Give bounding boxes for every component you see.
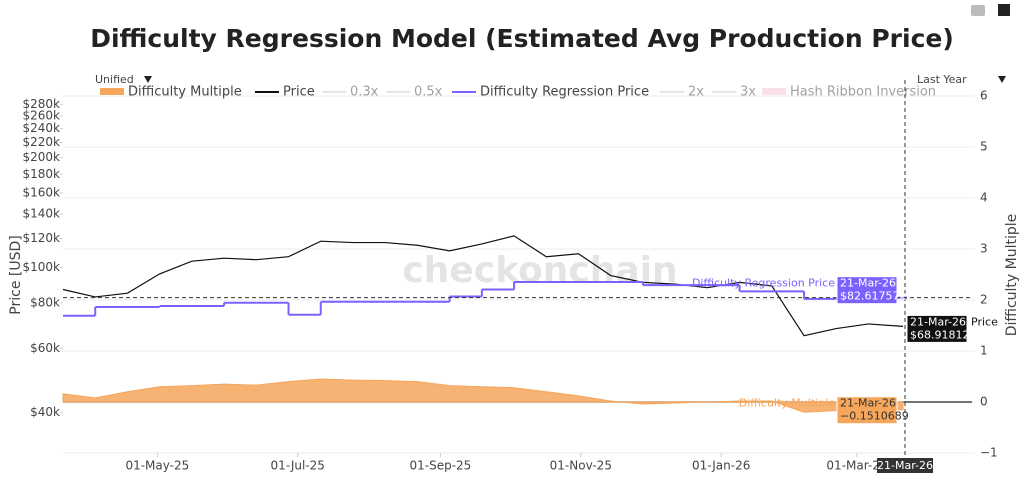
x-tick-label: 01-Jul-25 — [271, 459, 325, 473]
price-line — [62, 235, 904, 337]
y-tick-label: $200k — [23, 150, 61, 164]
hover-series-name: Difficulty Multiple — [739, 397, 835, 410]
hover-box — [836, 276, 898, 305]
hover-x-label: 21-Mar-26 — [877, 459, 933, 472]
hover-x-box — [877, 458, 933, 473]
hovermode-dropdown[interactable]: Unified — [95, 73, 152, 86]
hover-date: 21-Mar-26 — [910, 315, 966, 328]
legend-swatch — [100, 88, 124, 95]
chart-title: Difficulty Regression Model (Estimated A… — [90, 24, 954, 53]
legend-item[interactable]: Price — [255, 85, 315, 100]
x-tick-label: 01-May-25 — [125, 459, 189, 473]
dropdown-label[interactable]: Unified — [95, 73, 134, 86]
hover-value: $68.91812k — [910, 328, 976, 341]
legend-item[interactable]: 0.3x — [322, 85, 379, 100]
hover-value: $82.61757k — [840, 290, 906, 303]
hover-date: 21-Mar-26 — [840, 277, 896, 290]
legend-item[interactable]: 3x — [712, 85, 756, 100]
dropdown-arrow[interactable] — [998, 76, 1006, 83]
y2-axis-label: Difficulty Multiple — [1004, 214, 1020, 337]
y-axis-label: Price [USD] — [8, 235, 24, 314]
hover-date: 21-Mar-26 — [840, 397, 896, 410]
legend-label: Difficulty Multiple — [128, 85, 242, 100]
legend-swatch — [762, 88, 786, 95]
y-tick-label: $80k — [30, 295, 60, 309]
y2-tick-label: 3 — [980, 242, 988, 256]
legend-label: Hash Ribbon Inversion — [790, 85, 936, 100]
plotly-icon[interactable] — [998, 4, 1010, 16]
area — [62, 378, 904, 413]
dropdown-label[interactable]: Last Year — [917, 73, 967, 86]
hover-value: −0.1510689 — [840, 410, 909, 423]
range-dropdown[interactable]: Last Year — [917, 73, 1006, 86]
x-tick-label: 01-Mar-26 — [826, 459, 887, 473]
x-tick-label: 01-Sep-25 — [410, 459, 472, 473]
legend-label: 2x — [688, 85, 704, 100]
legend-item[interactable]: Difficulty Multiple — [100, 85, 242, 100]
hover-series-name: Difficulty Regression Price — [692, 277, 835, 290]
y-tick-label: $140k — [23, 207, 61, 221]
legend-label: 0.5x — [414, 85, 443, 100]
y-tick-label: $160k — [23, 185, 61, 199]
legend-item[interactable]: Difficulty Regression Price — [452, 85, 649, 100]
dropdown-arrow[interactable] — [144, 76, 152, 83]
legend-label: 3x — [740, 85, 756, 100]
y-tick-label: $120k — [23, 231, 61, 245]
y2-tick-label: 0 — [980, 395, 988, 409]
y-tick-label: $220k — [23, 135, 61, 149]
hover-box — [836, 396, 898, 425]
legend-item[interactable]: 2x — [660, 85, 704, 100]
hover-series-name: Price — [971, 315, 998, 328]
y2-tick-label: 5 — [980, 140, 988, 154]
x-tick-label: 01-Nov-25 — [550, 459, 612, 473]
toolbar[interactable] — [971, 4, 1010, 16]
legend-label: 0.3x — [350, 85, 379, 100]
watermark: checkonchain — [402, 250, 677, 291]
y-tick-label: $40k — [30, 405, 60, 419]
legend-item[interactable]: 0.5x — [386, 85, 443, 100]
y-tick-label: $100k — [23, 260, 61, 274]
y-tick-label: $260k — [23, 109, 61, 123]
legend-label: Price — [283, 85, 315, 100]
legend-label: Difficulty Regression Price — [480, 85, 649, 100]
y-tick-label: $240k — [23, 121, 61, 135]
y2-tick-label: −1 — [980, 446, 998, 460]
y2-tick-label: 6 — [980, 89, 988, 103]
y-tick-label: $280k — [23, 97, 61, 111]
y-tick-label: $180k — [23, 167, 61, 181]
legend-item[interactable]: Hash Ribbon Inversion — [762, 85, 936, 100]
y2-tick-label: 4 — [980, 191, 988, 205]
x-tick-label: 01-Jan-26 — [692, 459, 750, 473]
camera-icon[interactable] — [971, 5, 985, 16]
y-tick-label: $60k — [30, 341, 60, 355]
y2-tick-label: 1 — [980, 344, 988, 358]
y2-tick-label: 2 — [980, 293, 988, 307]
hover-box — [906, 314, 968, 343]
